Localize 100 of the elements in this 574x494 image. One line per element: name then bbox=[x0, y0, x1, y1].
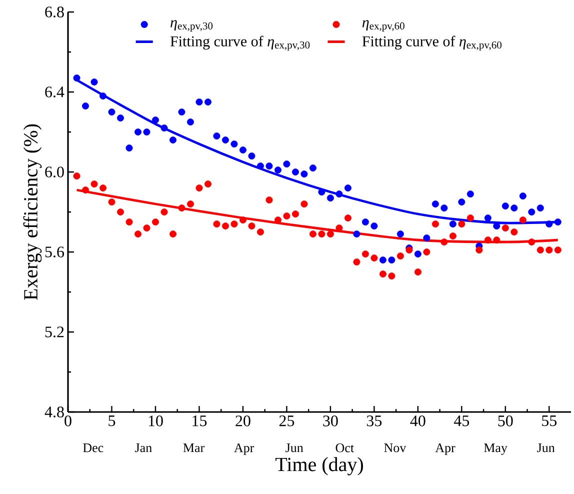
point bbox=[152, 116, 159, 124]
point bbox=[186, 118, 194, 126]
legend-label: Fitting curve of η$_{ex,pv,30}$ bbox=[170, 36, 310, 51]
point bbox=[239, 216, 246, 224]
point bbox=[414, 268, 422, 276]
point bbox=[344, 184, 352, 192]
point bbox=[222, 136, 229, 144]
point bbox=[108, 198, 116, 206]
point bbox=[466, 214, 474, 222]
point bbox=[414, 250, 422, 258]
point bbox=[108, 108, 116, 116]
line-series bbox=[76, 188, 560, 244]
point bbox=[458, 220, 466, 228]
point bbox=[248, 222, 256, 230]
point bbox=[134, 128, 142, 136]
point bbox=[519, 192, 526, 200]
point bbox=[440, 204, 448, 212]
point bbox=[178, 108, 186, 116]
point bbox=[554, 246, 562, 254]
point bbox=[274, 166, 282, 174]
x-tick-label: 15 bbox=[192, 416, 207, 426]
point bbox=[388, 256, 396, 264]
point bbox=[449, 220, 456, 228]
x-tick-label: 0 bbox=[64, 416, 72, 426]
x-tick-label: 35 bbox=[366, 416, 382, 426]
point bbox=[476, 246, 483, 254]
point bbox=[388, 272, 396, 280]
legend-label: η$_{ex,pv,30}$ bbox=[170, 20, 213, 32]
text: Jun bbox=[286, 444, 304, 452]
x-tick-label: 40 bbox=[410, 416, 426, 426]
point bbox=[440, 238, 448, 246]
y-tick-label: 4.8 bbox=[44, 406, 64, 418]
point bbox=[326, 230, 334, 238]
point bbox=[510, 228, 518, 236]
point bbox=[266, 196, 273, 204]
point bbox=[396, 230, 404, 238]
point bbox=[186, 200, 194, 208]
point bbox=[432, 220, 439, 228]
point bbox=[309, 230, 316, 238]
point bbox=[222, 222, 229, 230]
text: May bbox=[484, 444, 508, 455]
text: Mar bbox=[183, 444, 204, 452]
point bbox=[274, 216, 282, 224]
point bbox=[248, 152, 256, 160]
point bbox=[554, 218, 562, 226]
y-tick-label: 5.6 bbox=[45, 246, 64, 258]
point bbox=[126, 218, 133, 226]
point bbox=[546, 246, 553, 254]
text: Jun bbox=[537, 444, 555, 452]
y-tick-label: 6.0 bbox=[45, 166, 64, 178]
point bbox=[326, 194, 334, 202]
point bbox=[379, 256, 386, 264]
x-tick-label: 10 bbox=[148, 416, 163, 426]
point bbox=[528, 208, 536, 216]
point bbox=[196, 98, 203, 106]
point bbox=[239, 146, 246, 154]
point bbox=[204, 180, 212, 188]
point bbox=[493, 222, 500, 230]
x-tick-label: 25 bbox=[279, 416, 294, 426]
y-tick-label: 5.2 bbox=[45, 326, 64, 338]
point bbox=[204, 98, 212, 106]
point bbox=[519, 216, 526, 224]
point bbox=[362, 218, 369, 226]
point bbox=[230, 140, 238, 148]
point bbox=[99, 92, 106, 100]
point bbox=[379, 270, 386, 278]
text: Apr bbox=[435, 444, 456, 455]
point bbox=[266, 162, 273, 170]
point bbox=[213, 132, 220, 140]
x-tick-label: 5 bbox=[108, 416, 116, 426]
y-tick-label: 6.8 bbox=[45, 6, 64, 18]
point bbox=[362, 250, 369, 258]
legend-label: Fitting curve of η$_{ex,pv,60}$ bbox=[362, 36, 502, 51]
point bbox=[423, 248, 430, 256]
point bbox=[353, 230, 360, 238]
point bbox=[528, 238, 536, 246]
point bbox=[396, 252, 404, 260]
legend-label: η$_{ex,pv,60}$ bbox=[362, 20, 404, 32]
point bbox=[160, 208, 168, 216]
point bbox=[546, 220, 553, 228]
x-tick-label: 45 bbox=[454, 416, 470, 426]
point bbox=[292, 210, 299, 218]
point bbox=[493, 236, 500, 244]
point bbox=[178, 204, 186, 212]
y-tick-label: 6.4 bbox=[45, 86, 64, 98]
point bbox=[134, 230, 142, 238]
point bbox=[432, 200, 439, 208]
point bbox=[353, 258, 360, 266]
point bbox=[536, 204, 544, 212]
point bbox=[152, 218, 159, 226]
point bbox=[502, 224, 509, 232]
point bbox=[309, 164, 316, 172]
point bbox=[502, 202, 509, 210]
point bbox=[466, 190, 474, 198]
x-tick-label: 30 bbox=[323, 416, 338, 426]
point bbox=[336, 224, 343, 232]
point bbox=[370, 254, 378, 262]
point bbox=[283, 160, 290, 168]
text: Dec bbox=[83, 444, 104, 452]
point bbox=[283, 212, 290, 220]
